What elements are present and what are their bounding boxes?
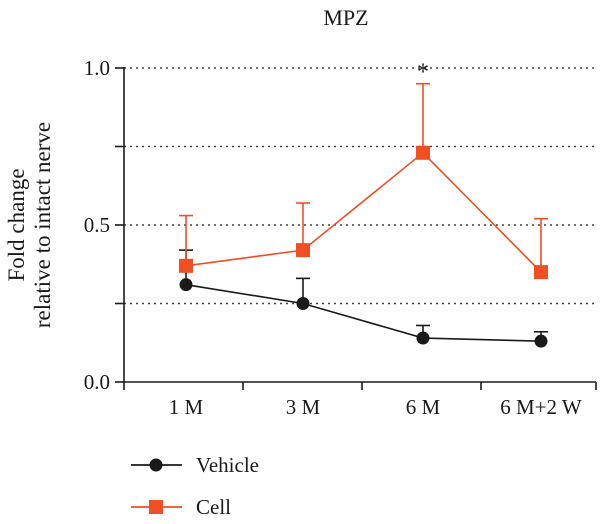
legend-item-cell: Cell	[131, 495, 231, 519]
x-tick-label: 6 M	[406, 395, 441, 419]
series-line	[185, 283, 542, 342]
series-vehicle	[179, 249, 548, 348]
data-point	[416, 145, 430, 160]
legend-item-vehicle: Vehicle	[131, 453, 259, 477]
x-tick-label: 6 M+2 W	[500, 395, 582, 419]
legend-label: Vehicle	[196, 453, 259, 477]
legend-label: Cell	[196, 495, 231, 519]
x-tick-label: 3 M	[286, 395, 321, 419]
x-tick-label: 1 M	[169, 395, 204, 419]
data-point	[296, 243, 310, 258]
series-cell	[179, 82, 548, 280]
chart-title: MPZ	[323, 5, 368, 30]
y-tick-label: 1.0	[84, 56, 110, 80]
legend-marker	[149, 458, 163, 472]
grid-lines	[124, 67, 596, 305]
data-point	[416, 331, 430, 345]
data-point	[179, 258, 193, 273]
data-point	[179, 278, 193, 292]
series-line	[185, 151, 542, 273]
data-point	[296, 297, 310, 310]
y-tick-label: 0.5	[84, 213, 110, 237]
axes: 0.0 0.5 1.0 1 M 3 M 6 M 6 M+2 W	[84, 56, 597, 419]
y-axis-label-line2: relative to intact nerve	[30, 122, 55, 328]
data-point	[534, 334, 548, 348]
y-axis-label-line1: Fold change	[4, 168, 29, 281]
y-tick-label: 0.0	[84, 370, 110, 394]
series-layer: *	[179, 60, 548, 348]
legend-marker	[149, 500, 163, 514]
significance-marker: *	[417, 60, 429, 86]
data-point	[534, 265, 548, 280]
legend: Vehicle Cell	[131, 453, 259, 519]
